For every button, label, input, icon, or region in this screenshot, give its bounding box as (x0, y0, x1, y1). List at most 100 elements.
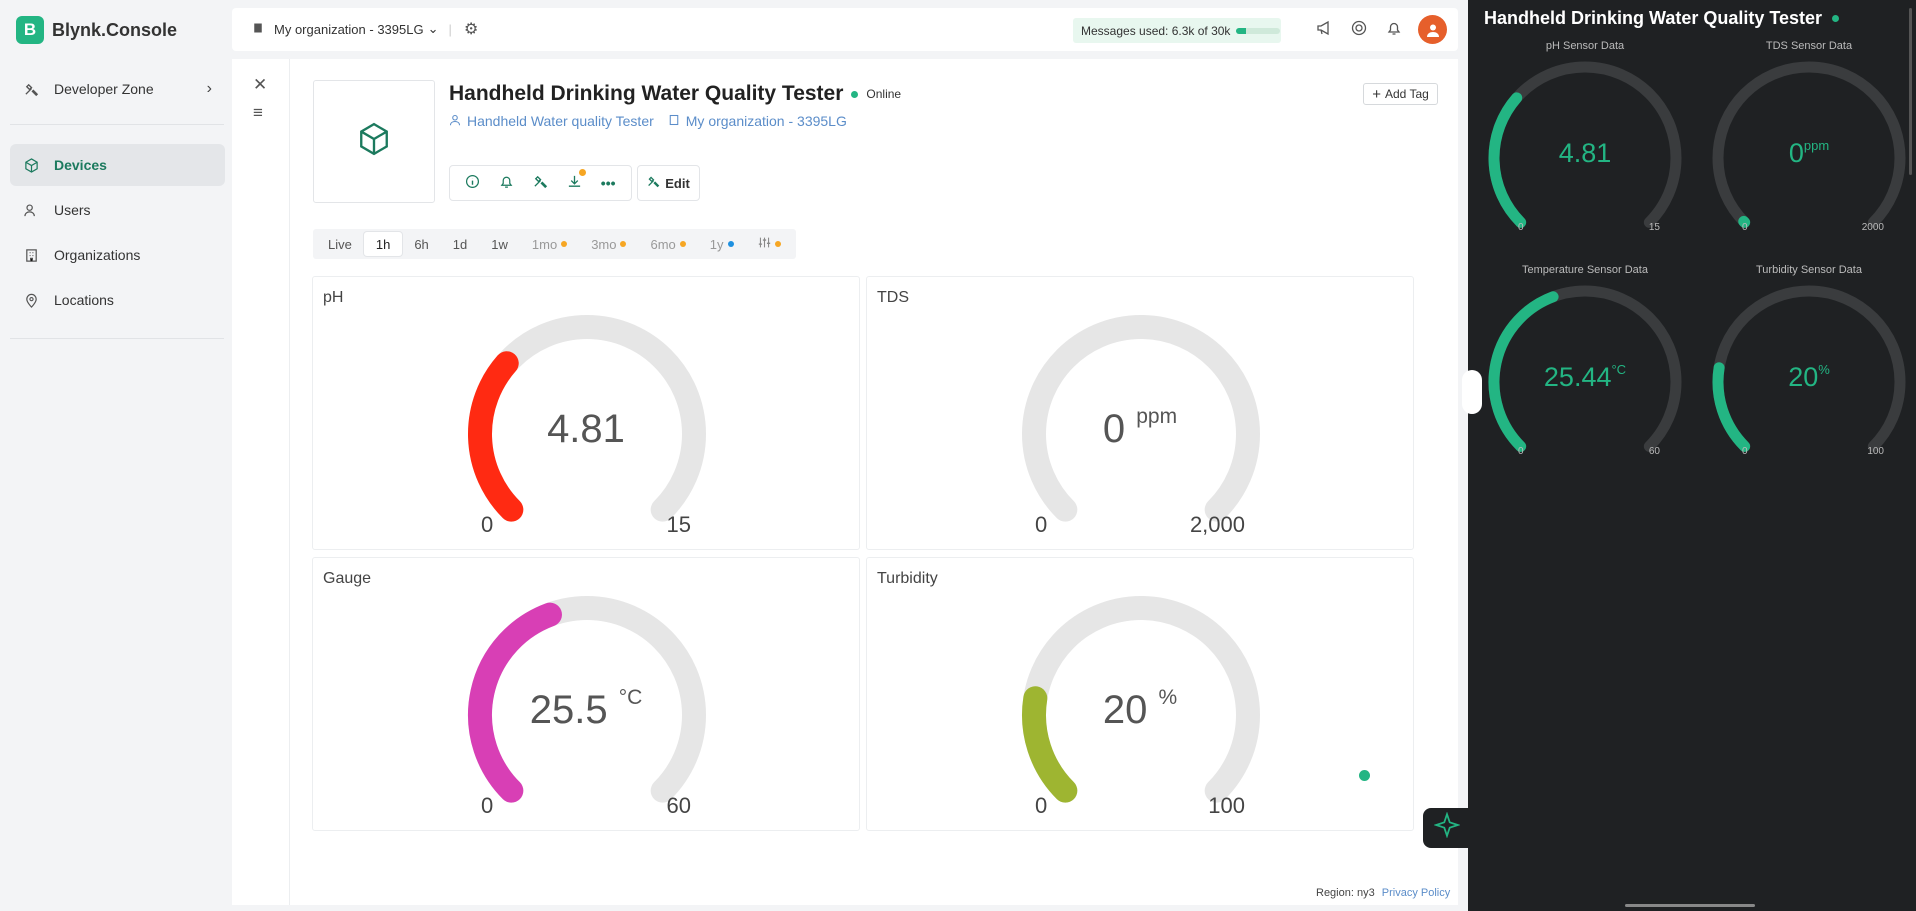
gauge-min: 0 (481, 512, 494, 537)
top-bar: My organization - 3395LG ⌄ | ⚙ Messages … (232, 8, 1458, 51)
device-image (313, 80, 435, 203)
cube-icon (357, 122, 391, 161)
gauge-max: 60 (1648, 446, 1660, 457)
app-logo[interactable]: B Blynk.Console (16, 16, 177, 44)
gauge-unit: ppm (1136, 405, 1178, 428)
gauge-max: 100 (1867, 446, 1884, 457)
gauge-fill (1712, 362, 1751, 452)
help-icon[interactable] (1351, 20, 1367, 41)
separator: | (448, 21, 452, 37)
gauge-value-number: 25.44 (1543, 362, 1612, 392)
time-range-label: 3mo (591, 236, 617, 252)
divider (10, 124, 224, 125)
premium-dot (561, 241, 568, 247)
region-label: Region: ny3 (1316, 887, 1375, 899)
gauge-value-number: 20 (1788, 362, 1819, 392)
horizontal-scrollbar[interactable] (1625, 904, 1755, 907)
time-range-1w[interactable]: 1w (479, 232, 520, 256)
more-icon[interactable]: ••• (600, 175, 616, 191)
gauge-min: 0 (1035, 793, 1048, 818)
gauge-value-number: 0 (1102, 407, 1126, 451)
time-range-1h[interactable]: 1h (363, 232, 403, 256)
messages-used-badge: Messages used: 6.3k of 30k (1073, 18, 1281, 43)
menu-icon[interactable]: ≡ (253, 103, 263, 122)
notification-dot (578, 169, 586, 176)
tools-icon[interactable] (533, 174, 548, 192)
status-badge: Online (866, 87, 902, 101)
mobile-gauge-temperature[interactable]: Temperature Sensor Data 25.44°C 0 60 (1480, 264, 1690, 482)
time-range-label: Live (328, 236, 352, 252)
gauge-value-number: 0 (1788, 138, 1804, 168)
time-range-6mo[interactable]: 6mo (638, 232, 697, 256)
gauge-unit: % (1158, 686, 1178, 709)
mobile-gauge-ph[interactable]: pH Sensor Data 4.81 0 15 (1480, 40, 1690, 258)
gauge-unit: °C (618, 686, 643, 709)
mobile-gauge-turbidity[interactable]: Turbidity Sensor Data 20% 0 100 (1704, 264, 1914, 482)
custom-range-button[interactable] (746, 232, 793, 256)
bell-icon[interactable] (499, 174, 514, 192)
panel-toolbar: ✕ ≡ (232, 59, 290, 905)
privacy-policy-link[interactable]: Privacy Policy (1381, 887, 1451, 899)
mobile-title-text: Handheld Drinking Water Quality Tester (1484, 8, 1823, 28)
developer-zone-label: Developer Zone (54, 81, 154, 97)
notifications-icon[interactable] (1386, 20, 1402, 41)
gauge-svg (1712, 285, 1906, 452)
gauge-max: 2,000 (1189, 512, 1245, 537)
widget-turbidity[interactable]: Turbidity 20 % 0 100 (866, 557, 1414, 831)
gauge-fill (468, 602, 562, 803)
close-icon[interactable]: ✕ (253, 75, 268, 94)
device-page: Handheld Drinking Water Quality Tester O… (290, 59, 1458, 905)
time-range-1mo[interactable]: 1mo (520, 232, 579, 256)
time-range-1d[interactable]: 1d (441, 232, 479, 256)
vertical-scrollbar[interactable] (1909, 8, 1912, 175)
time-range-3mo[interactable]: 3mo (579, 232, 638, 256)
building-icon (668, 113, 680, 129)
users-icon (22, 203, 40, 218)
widget-ph[interactable]: pH 4.81 0 15 (312, 276, 860, 550)
org-link[interactable]: My organization - 3395LG (668, 113, 847, 129)
gauge-track (1712, 61, 1906, 228)
time-range-label: 6h (414, 236, 429, 252)
gauge-unit: ppm (1803, 138, 1830, 153)
edit-button[interactable]: Edit (637, 165, 700, 201)
panel-resize-handle[interactable] (1462, 370, 1482, 414)
plus-icon: + (1372, 85, 1381, 103)
template-link[interactable]: Handheld Water quality Tester (449, 113, 654, 129)
gauge-svg (1022, 315, 1260, 522)
sidebar-item-locations[interactable]: Locations (10, 279, 225, 321)
megaphone-icon[interactable] (1316, 20, 1332, 41)
time-range-1y[interactable]: 1y (698, 232, 746, 256)
premium-dot (727, 241, 734, 247)
gear-icon[interactable]: ⚙ (464, 21, 479, 38)
add-tag-label: Add Tag (1384, 87, 1429, 101)
avatar[interactable] (1418, 15, 1447, 44)
gauge-min: 0 (481, 793, 494, 818)
org-link-label: My organization - 3395LG (685, 113, 847, 129)
download-icon[interactable] (567, 169, 586, 192)
org-selector[interactable]: My organization - 3395LG ⌄ | (252, 21, 452, 37)
add-tag-button[interactable]: + Add Tag (1363, 83, 1438, 105)
gauge-value: 25.5 °C (313, 686, 859, 733)
gauge-min: 0 (1742, 446, 1748, 457)
sidebar-item-organizations[interactable]: Organizations (10, 234, 225, 276)
time-range-Live[interactable]: Live (316, 232, 364, 256)
sidebar-item-users[interactable]: Users (10, 189, 225, 231)
gauge-fill (1738, 215, 1751, 228)
widget-temperature[interactable]: Gauge 25.5 °C 0 60 (312, 557, 860, 831)
developer-zone[interactable]: Developer Zone › (0, 73, 226, 105)
gauge-max: 2000 (1861, 222, 1884, 233)
premium-dot (774, 241, 781, 247)
sidebar-item-devices[interactable]: Devices (10, 144, 225, 186)
time-range-label: 1d (452, 236, 468, 252)
info-icon[interactable] (465, 174, 480, 192)
time-range-6h[interactable]: 6h (402, 232, 440, 256)
widget-tds[interactable]: TDS 0 ppm 0 2,000 (866, 276, 1414, 550)
pin-icon (22, 293, 40, 308)
mobile-gauge-tds[interactable]: TDS Sensor Data 0ppm 0 2000 (1704, 40, 1914, 258)
widget-title: Turbidity (877, 570, 938, 587)
assistant-button[interactable] (1423, 808, 1471, 848)
sidebar-item-label: Devices (54, 157, 107, 173)
building-icon (252, 22, 264, 37)
widget-title: TDS (877, 289, 909, 306)
gauge-max: 15 (1648, 222, 1660, 233)
